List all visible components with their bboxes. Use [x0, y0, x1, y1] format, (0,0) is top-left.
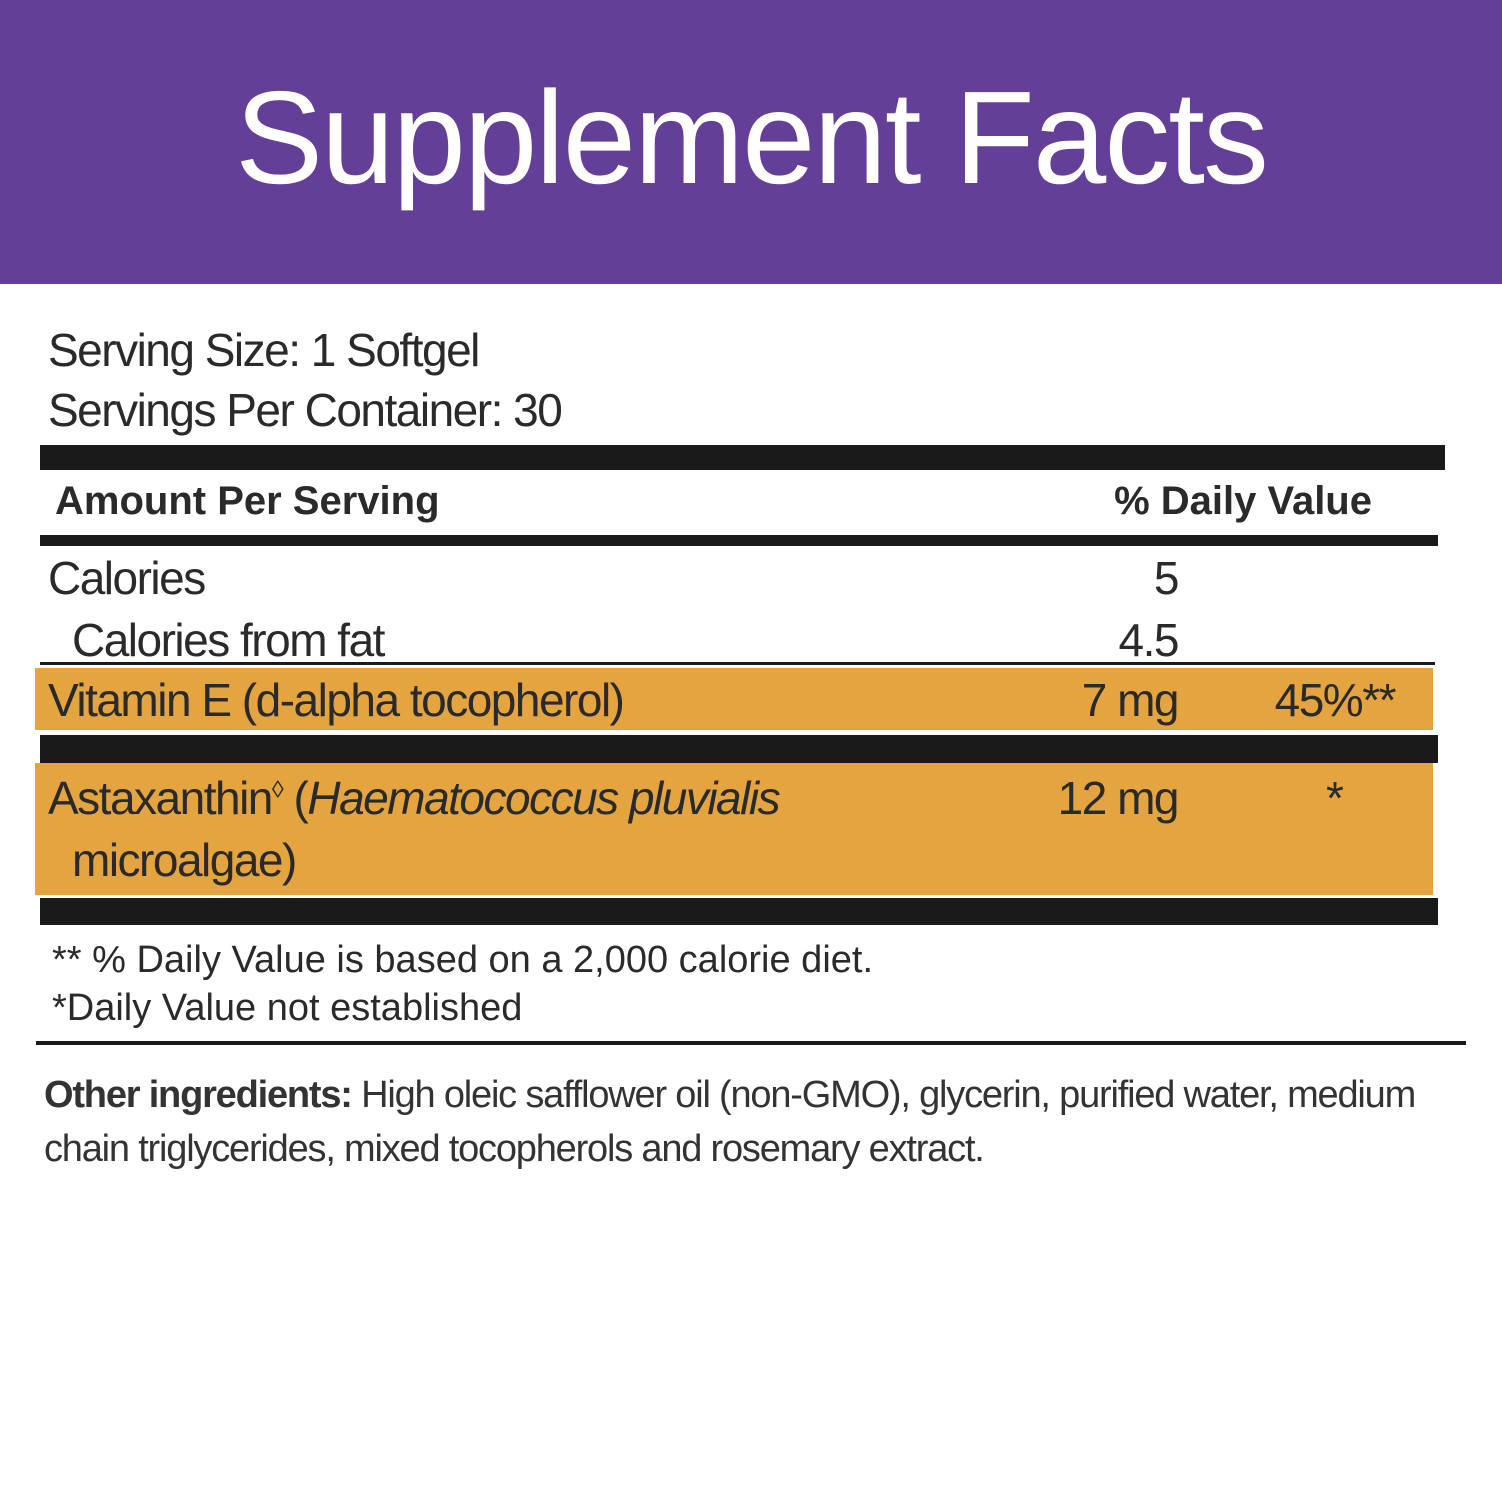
other-ingredients-label: Other ingredients: — [44, 1074, 353, 1116]
divider-thin — [40, 662, 1435, 665]
row-name: Calories — [48, 552, 206, 604]
title: Supplement Facts — [235, 64, 1269, 211]
row-amount: 7 mg — [1081, 674, 1180, 726]
row-name-cont: microalgae) — [72, 834, 297, 886]
row-name: Calories from fat — [72, 614, 385, 666]
row-amount: 4.5 — [1118, 614, 1180, 666]
name-text: Astaxanthin — [48, 772, 273, 824]
footnote: ** % Daily Value is based on a 2,000 cal… — [52, 939, 874, 981]
daily-value-header: % Daily Value — [1114, 479, 1372, 523]
name-mark: ◊ — [271, 776, 284, 804]
serving-size: Serving Size: 1 Softgel — [48, 324, 480, 376]
row-daily-value: 45%** — [1274, 674, 1397, 726]
amount-header: Amount Per Serving — [55, 479, 440, 523]
footnote: *Daily Value not established — [52, 987, 523, 1029]
row-amount: 12 mg — [1057, 772, 1180, 824]
name-italic: Haematococcus pluvialis — [307, 772, 780, 824]
name-text: ( — [282, 772, 309, 824]
other-ingredients-text: High oleic safflower oil (non-GMO), glyc… — [44, 1074, 1416, 1170]
divider-thick — [40, 735, 1438, 763]
divider-thick — [40, 898, 1438, 925]
servings-per-container: Servings Per Container: 30 — [48, 384, 563, 436]
divider — [40, 535, 1438, 546]
divider-thick — [40, 445, 1445, 470]
highlight-band — [35, 668, 1433, 730]
header-band: Supplement Facts — [0, 0, 1502, 284]
row-daily-value: * — [1326, 772, 1344, 824]
other-ingredients: Other ingredients: High oleic safflower … — [44, 1068, 1464, 1176]
row-name: Astaxanthin◊ (Haematococcus pluvialis — [48, 772, 781, 824]
divider-thin — [36, 1041, 1466, 1045]
row-amount: 5 — [1153, 552, 1180, 604]
row-name: Vitamin E (d-alpha tocopherol) — [48, 674, 625, 726]
highlight-band — [35, 763, 1433, 895]
